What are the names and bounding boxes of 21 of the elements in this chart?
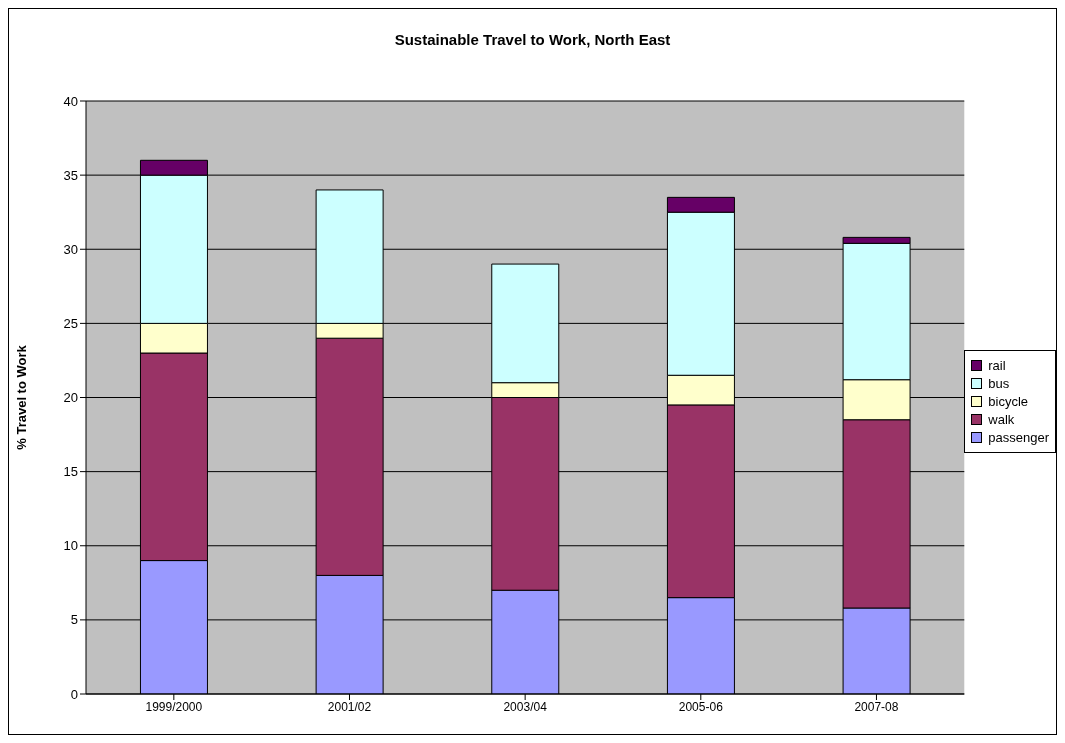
chart-title: Sustainable Travel to Work, North East [393, 31, 672, 48]
y-tick-label: 0 [70, 686, 78, 702]
y-tick-label: 25 [63, 315, 78, 331]
y-axis-title: % Travel to Work [13, 344, 29, 450]
y-tick-label: 40 [63, 93, 78, 109]
x-tick-label: 2007-08 [854, 699, 899, 714]
x-tick-label: 1999/2000 [145, 699, 203, 714]
y-tick-label: 20 [63, 390, 78, 406]
y-tick-label: 15 [63, 464, 78, 480]
x-tick-label: 2003/04 [503, 699, 548, 714]
x-tick-label: 2005-06 [678, 699, 724, 714]
legend-label: walk [988, 412, 1015, 427]
y-tick-label: 35 [63, 167, 78, 183]
x-tick-label: 2001/02 [327, 699, 372, 714]
y-tick-label: 5 [70, 612, 78, 628]
legend-label: rail [988, 358, 1006, 373]
y-tick-label: 10 [63, 538, 78, 554]
y-tick-label: 30 [63, 241, 78, 257]
legend-label: bus [988, 376, 1010, 391]
legend-label: passenger [988, 430, 1049, 445]
legend-label: bicycle [988, 394, 1029, 409]
